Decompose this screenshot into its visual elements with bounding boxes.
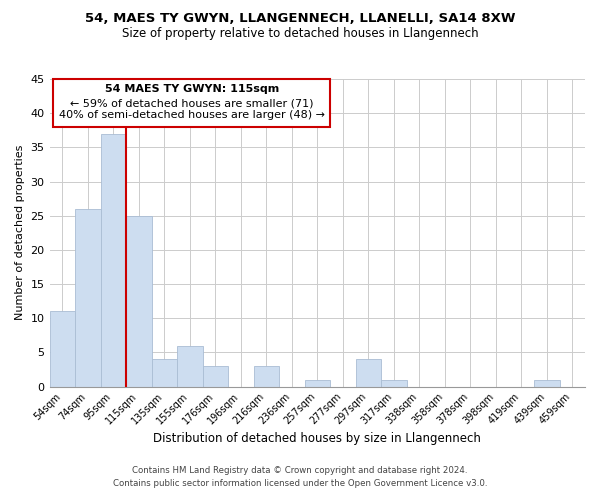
Bar <box>75 209 101 386</box>
Bar <box>305 380 330 386</box>
Bar <box>534 380 560 386</box>
Text: 54 MAES TY GWYN: 115sqm: 54 MAES TY GWYN: 115sqm <box>104 84 279 94</box>
X-axis label: Distribution of detached houses by size in Llangennech: Distribution of detached houses by size … <box>154 432 481 445</box>
Text: 40% of semi-detached houses are larger (48) →: 40% of semi-detached houses are larger (… <box>59 110 325 120</box>
Bar <box>126 216 152 386</box>
Text: ← 59% of detached houses are smaller (71): ← 59% of detached houses are smaller (71… <box>70 98 313 108</box>
Bar <box>381 380 407 386</box>
FancyBboxPatch shape <box>53 79 330 127</box>
Text: Size of property relative to detached houses in Llangennech: Size of property relative to detached ho… <box>122 28 478 40</box>
Y-axis label: Number of detached properties: Number of detached properties <box>15 145 25 320</box>
Bar <box>50 312 75 386</box>
Bar <box>254 366 279 386</box>
Bar <box>177 346 203 387</box>
Bar <box>203 366 228 386</box>
Bar <box>101 134 126 386</box>
Text: Contains HM Land Registry data © Crown copyright and database right 2024.
Contai: Contains HM Land Registry data © Crown c… <box>113 466 487 487</box>
Bar <box>152 359 177 386</box>
Bar <box>356 359 381 386</box>
Text: 54, MAES TY GWYN, LLANGENNECH, LLANELLI, SA14 8XW: 54, MAES TY GWYN, LLANGENNECH, LLANELLI,… <box>85 12 515 26</box>
